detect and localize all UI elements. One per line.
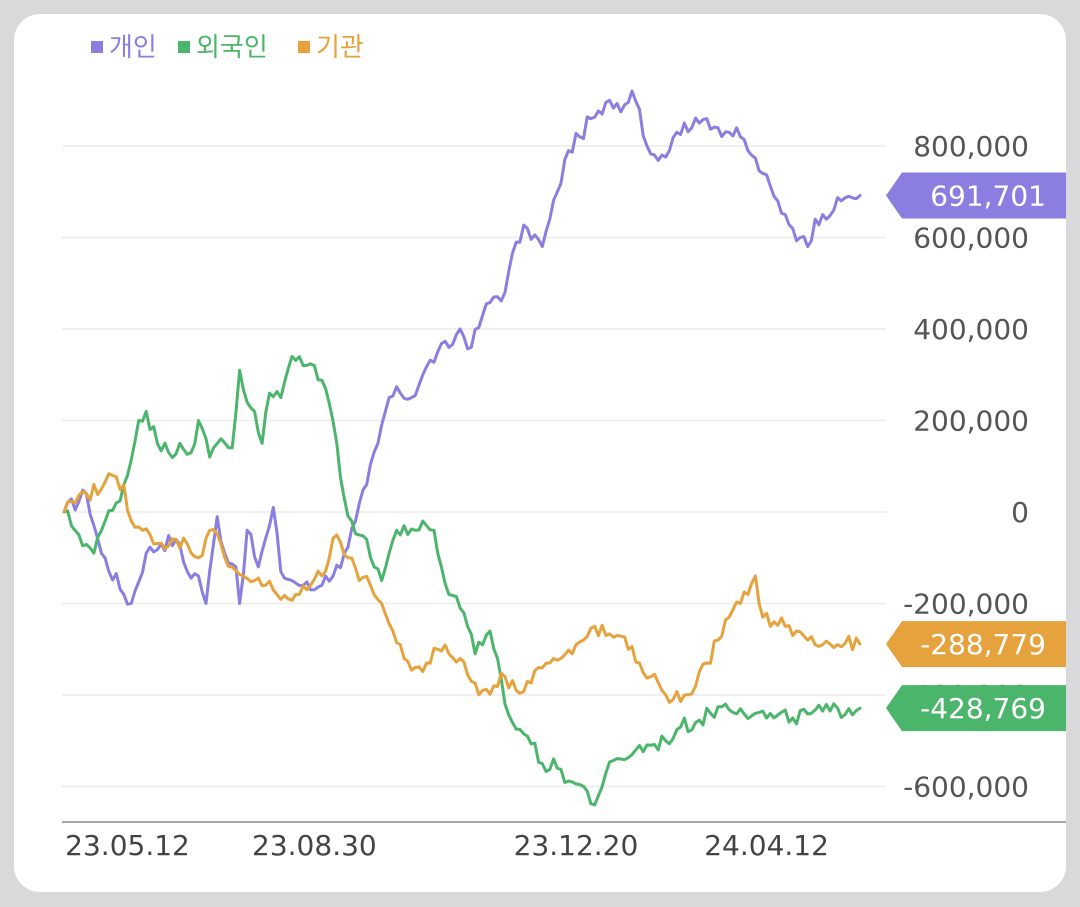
- last-value-tags: 691,701 -428,769 -288,779: [886, 172, 1066, 732]
- y-tick-label: 0: [1011, 496, 1029, 529]
- legend-swatch-institution: [298, 41, 310, 53]
- series-line-foreign: [62, 354, 862, 807]
- last-value-tag-individual: 691,701: [886, 172, 1066, 219]
- y-tick-label: 800,000: [913, 130, 1029, 163]
- tag-value: -428,769: [920, 692, 1046, 725]
- tag-value: -288,779: [920, 628, 1046, 661]
- legend-label-individual: 개인: [109, 33, 157, 63]
- series-line-individual: [62, 89, 862, 606]
- y-tick-label: 600,000: [913, 222, 1029, 255]
- y-tick-label: 200,000: [913, 405, 1029, 438]
- chart-card: 800,000600,000400,000200,0000-200,000-40…: [14, 14, 1066, 892]
- investor-flow-chart: 800,000600,000400,000200,0000-200,000-40…: [62, 33, 1066, 862]
- y-axis-ticks: 800,000600,000400,000200,0000-200,000-40…: [903, 130, 1029, 804]
- x-tick-label: 23.08.30: [252, 829, 377, 862]
- series-lines: [62, 89, 862, 807]
- legend-label-foreign: 외국인: [196, 33, 268, 63]
- x-tick-label: 23.05.12: [65, 829, 190, 862]
- grid-lines: [62, 145, 886, 788]
- legend-label-institution: 기관: [316, 33, 364, 63]
- x-axis-ticks: 23.05.12 23.08.30 23.12.20 24.04.12: [65, 829, 829, 862]
- series-line-institution: [62, 472, 862, 704]
- tag-value: 691,701: [930, 180, 1046, 213]
- tag-shape: [886, 685, 1066, 732]
- y-tick-label: 400,000: [913, 313, 1029, 346]
- legend: 개인 외국인 기관: [91, 33, 364, 63]
- y-tick-label: -200,000: [903, 588, 1029, 621]
- legend-swatch-individual: [91, 41, 103, 53]
- last-value-tag-institution: -288,779: [886, 621, 1066, 668]
- x-tick-label: 24.04.12: [704, 829, 829, 862]
- tag-shape: [886, 172, 1066, 219]
- last-value-tag-foreign: -428,769: [886, 685, 1066, 732]
- legend-swatch-foreign: [178, 41, 190, 53]
- tag-shape: [886, 621, 1066, 668]
- x-tick-label: 23.12.20: [514, 829, 639, 862]
- y-tick-label: -600,000: [903, 771, 1029, 804]
